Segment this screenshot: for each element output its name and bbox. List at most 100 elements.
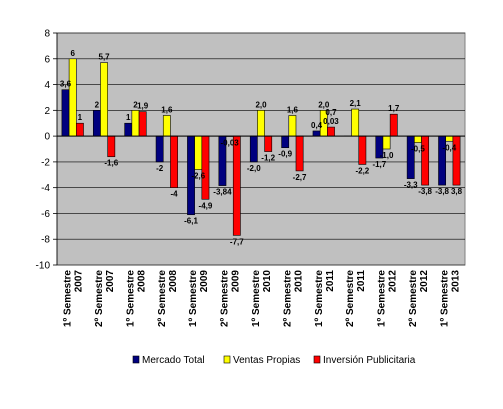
x-category-line2: 2008: [168, 270, 179, 293]
x-category-line1: 1º Semestre: [377, 270, 388, 327]
x-category-line1: 1º Semestre: [251, 270, 262, 327]
data-label: 1,6: [287, 105, 299, 114]
x-category-line2: 2011: [325, 270, 336, 292]
y-axis: -10 -8 -6 -4 -2 0 2 4 6 8: [36, 29, 58, 272]
x-category-line2: 2009: [231, 270, 242, 293]
data-label: -2,6: [191, 172, 205, 181]
legend-label: Inversión Publicitaria: [323, 355, 416, 366]
bar: [281, 135, 290, 149]
x-category-line1: 1º Semestre: [63, 270, 74, 327]
x-category-label: 1º Semestre 2008: [125, 270, 147, 327]
bar: [124, 122, 133, 137]
x-category-line1: 1º Semestre: [439, 270, 450, 327]
y-tick-label: 0: [44, 132, 50, 143]
y-tick-label: -6: [41, 209, 50, 220]
x-category-label: 2º Semestre 2010: [282, 270, 304, 327]
x-category-line2: 2010: [262, 270, 273, 293]
y-tick-label: -2: [41, 157, 50, 168]
bar: [257, 110, 265, 137]
data-label: 2,1: [350, 99, 362, 108]
bar: [389, 113, 398, 137]
bar: [421, 135, 430, 186]
legend-swatch: [223, 355, 231, 364]
bars: [61, 58, 461, 236]
data-label: 1,9: [137, 102, 149, 111]
data-label: -2,2: [355, 166, 369, 175]
bar: [414, 135, 422, 143]
x-category-label: 2º Semestre 2012: [408, 270, 430, 327]
data-label: 1: [78, 113, 83, 122]
data-label: -1,2: [261, 154, 275, 163]
data-label: 0,03: [323, 117, 339, 126]
bar: [312, 130, 321, 137]
x-category-label: 2º Semestre 2008: [157, 270, 179, 327]
x-category-line1: 2º Semestre: [408, 270, 419, 327]
bar: [351, 108, 360, 137]
legend-label: Mercado Total: [142, 355, 205, 366]
bar: [100, 62, 108, 137]
bar: [358, 135, 367, 165]
bar: [162, 115, 171, 137]
x-category-label: 1º Semestre 2013: [439, 270, 461, 327]
data-label: -1,0: [380, 151, 394, 160]
bar: [232, 135, 241, 236]
legend-swatch: [132, 355, 140, 364]
data-label: 2,0: [255, 100, 267, 109]
y-tick-label: 4: [44, 80, 50, 91]
data-label: -4: [170, 190, 178, 199]
data-label: -1,6: [104, 159, 118, 168]
bar: [288, 115, 297, 137]
y-tick-label: 6: [44, 54, 50, 65]
data-label: 1: [126, 113, 131, 122]
y-tick-label: -10: [36, 261, 51, 272]
bar: [68, 58, 77, 137]
bar: [327, 126, 335, 137]
data-label: -0,4: [442, 143, 456, 152]
data-label: -4,9: [199, 201, 213, 210]
y-tick-label: 2: [44, 106, 50, 117]
legend-label: Ventas Propias: [233, 355, 300, 366]
x-category-line2: 2009: [199, 270, 210, 293]
data-label: -0,03: [220, 138, 239, 147]
x-category-label: 1º Semestre 2010: [251, 270, 273, 327]
bar: [92, 110, 101, 137]
x-category-label: 1º Semestre 2011: [314, 270, 336, 327]
data-labels: 3,621-2-6,1-3,84-2,0-0,90,4-1,7-3,3-3,86…: [60, 49, 463, 247]
data-label: -2,7: [293, 173, 307, 182]
data-label: 1,6: [161, 105, 173, 114]
data-label: -3,8: [435, 187, 449, 196]
x-axis: 1º Semestre 2007 2º Semestre 2007 1º Semestr…: [63, 270, 462, 327]
x-category-label: 2º Semestre 2009: [220, 270, 242, 327]
data-label: -3,8: [418, 187, 432, 196]
bar: [138, 111, 147, 137]
x-category-line2: 2013: [450, 270, 461, 293]
x-category-line2: 2007: [105, 270, 116, 293]
x-category-label: 1º Semestre 2012: [377, 270, 399, 327]
x-category-line1: 1º Semestre: [125, 270, 136, 327]
x-category-line1: 2º Semestre: [282, 270, 293, 327]
bar: [406, 135, 415, 179]
data-label: 5,7: [99, 53, 111, 62]
y-tick-label: -8: [41, 235, 50, 246]
data-label: 2: [133, 100, 138, 109]
bar: [131, 110, 140, 137]
x-category-label: 2º Semestre 2011: [345, 270, 367, 327]
bar: [201, 135, 210, 200]
data-label: -0,5: [411, 145, 425, 154]
plot-area: [56, 32, 466, 266]
x-category-label: 1º Semestre 2009: [188, 270, 210, 327]
bar: [75, 122, 84, 137]
data-label: 3,6: [60, 80, 72, 89]
data-label: -2: [156, 164, 164, 173]
bar: [445, 135, 454, 142]
bar: [264, 135, 273, 152]
data-label: 6: [70, 49, 75, 58]
x-category-line1: 2º Semestre: [220, 270, 231, 327]
data-label: -0,9: [278, 150, 292, 159]
x-category-line2: 2010: [293, 270, 304, 293]
data-label: -7,7: [230, 237, 244, 246]
x-category-label: 2º Semestre 2007: [94, 270, 116, 327]
legend: Mercado Total Ventas Propias Inversión Pub…: [132, 355, 416, 366]
data-label: -1,7: [372, 160, 386, 169]
